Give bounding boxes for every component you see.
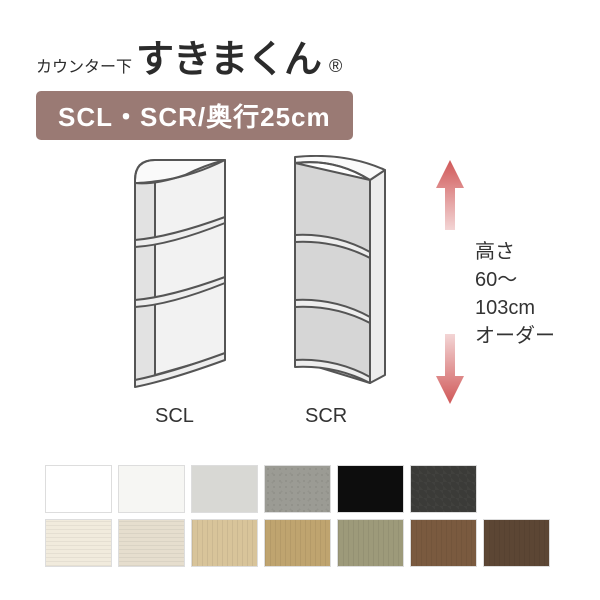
color-swatch bbox=[337, 519, 404, 567]
height-line2: 60～103cm bbox=[475, 266, 575, 322]
height-line1: 高さ bbox=[475, 238, 575, 266]
brand-main: すきまくん bbox=[136, 28, 321, 83]
shelf-label-scr: SCR bbox=[305, 405, 347, 428]
shelf-scr bbox=[280, 155, 390, 390]
product-badge: SCL・SCR/奥行25cm bbox=[36, 91, 353, 140]
height-arrow-group: 高さ 60～103cm オーダー bbox=[425, 150, 575, 430]
shelf-scl bbox=[125, 155, 235, 390]
height-text: 高さ 60～103cm オーダー bbox=[475, 238, 575, 350]
color-swatches bbox=[45, 465, 550, 567]
color-swatch bbox=[45, 519, 112, 567]
swatch-row-2 bbox=[45, 519, 550, 567]
color-swatch bbox=[264, 519, 331, 567]
brand-registered: ® bbox=[329, 56, 342, 77]
height-arrows-icon bbox=[430, 158, 470, 408]
color-swatch bbox=[191, 465, 258, 513]
color-swatch bbox=[118, 465, 185, 513]
color-swatch bbox=[45, 465, 112, 513]
height-line3: オーダー bbox=[475, 322, 575, 350]
color-swatch bbox=[410, 519, 477, 567]
color-swatch bbox=[118, 519, 185, 567]
shelf-label-scl: SCL bbox=[155, 405, 194, 428]
color-swatch bbox=[264, 465, 331, 513]
color-swatch bbox=[410, 465, 477, 513]
brand: カウンター下 すきまくん ® bbox=[36, 28, 600, 83]
brand-prefix: カウンター下 bbox=[36, 53, 132, 77]
main-illustration: SCL SCR 高さ 60～103cm オーダー bbox=[0, 150, 600, 430]
color-swatch bbox=[191, 519, 258, 567]
color-swatch bbox=[337, 465, 404, 513]
color-swatch bbox=[483, 519, 550, 567]
swatch-row-1 bbox=[45, 465, 550, 513]
